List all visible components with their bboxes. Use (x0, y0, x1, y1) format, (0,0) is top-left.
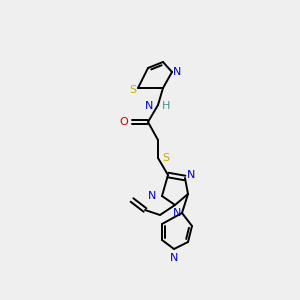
Text: H: H (162, 101, 170, 111)
Text: O: O (120, 117, 128, 127)
Text: N: N (148, 191, 156, 201)
Text: N: N (170, 253, 178, 263)
Text: N: N (173, 208, 181, 218)
Text: N: N (145, 101, 153, 111)
Text: N: N (187, 170, 195, 180)
Text: S: S (162, 153, 169, 163)
Text: S: S (129, 85, 137, 95)
Text: N: N (173, 67, 181, 77)
